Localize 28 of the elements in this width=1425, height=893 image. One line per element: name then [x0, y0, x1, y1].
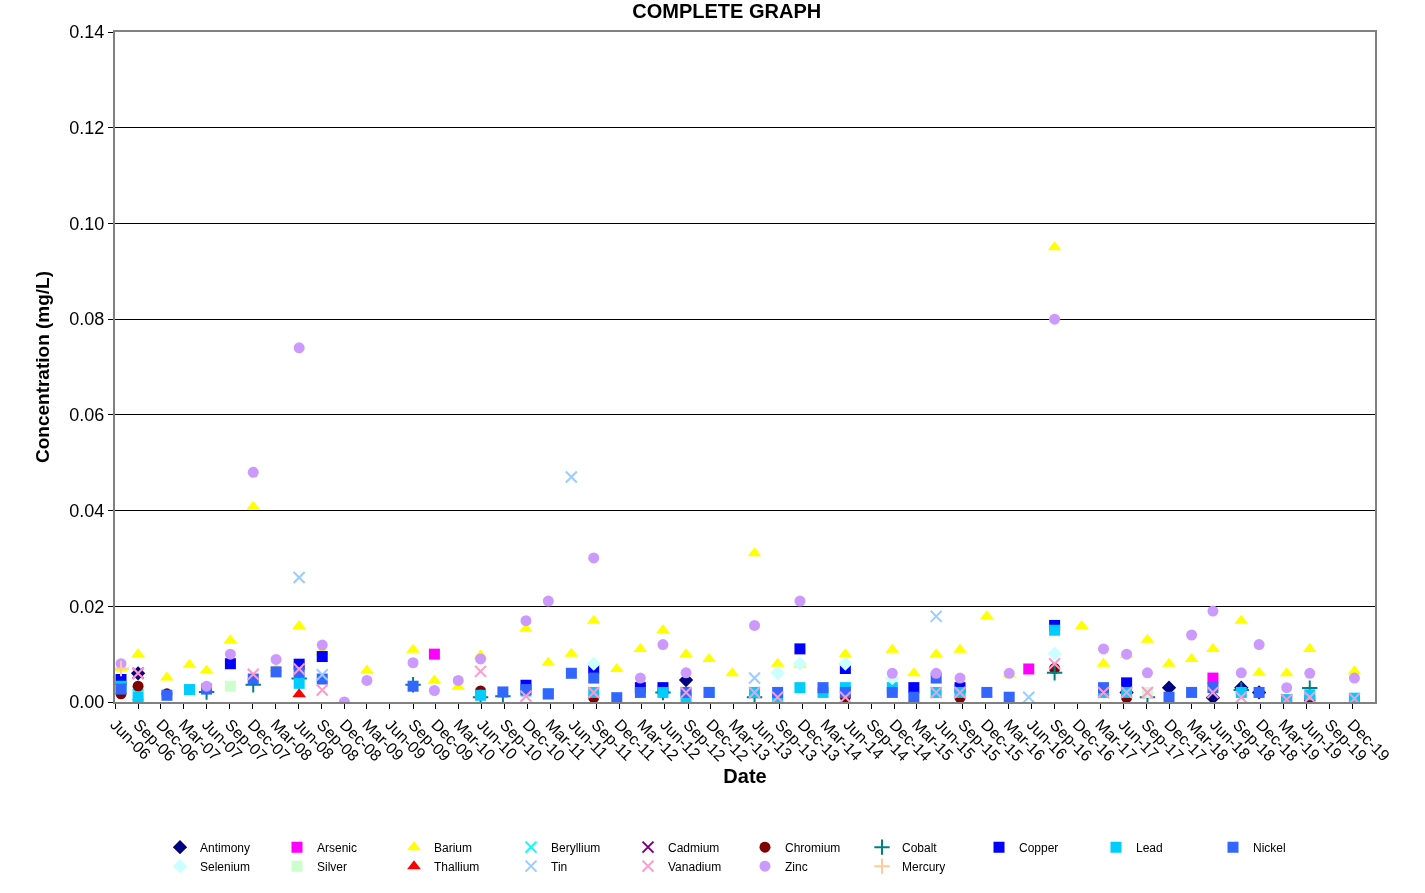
x-axis-title: Date — [723, 764, 767, 787]
y-axis-title: Concentration (mg/L) — [31, 270, 53, 464]
legend-label: Vanadium — [668, 859, 722, 874]
legend-label: Tin — [551, 859, 568, 874]
y-tick-label: 0.14 — [69, 22, 105, 43]
y-tick-label: 0.12 — [69, 118, 105, 139]
legend-label: Selenium — [200, 859, 251, 874]
legend-label: Barium — [434, 840, 473, 855]
legend-label: Copper — [1019, 840, 1059, 855]
legend-label: Thallium — [434, 859, 480, 874]
y-tick-label: 0.06 — [69, 405, 105, 426]
legend-label: Chromium — [785, 840, 841, 855]
chart-title: COMPLETE GRAPH — [632, 0, 822, 23]
legend-label: Beryllium — [551, 840, 601, 855]
legend-label: Cadmium — [668, 840, 720, 855]
legend-label: Silver — [317, 859, 348, 874]
legend-label: Lead — [1136, 840, 1163, 855]
y-tick-label: 0.00 — [69, 692, 105, 713]
legend-label: Antimony — [200, 840, 251, 855]
y-tick-label: 0.04 — [69, 500, 105, 521]
y-tick-label: 0.08 — [69, 309, 105, 330]
legend-label: Zinc — [785, 859, 808, 874]
legend-label: Cobalt — [902, 840, 938, 855]
y-tick-label: 0.10 — [69, 213, 105, 234]
legend-label: Arsenic — [317, 840, 358, 855]
legend-label: Mercury — [902, 859, 946, 874]
legend-label: Nickel — [1253, 840, 1286, 855]
y-tick-label: 0.02 — [69, 596, 105, 617]
